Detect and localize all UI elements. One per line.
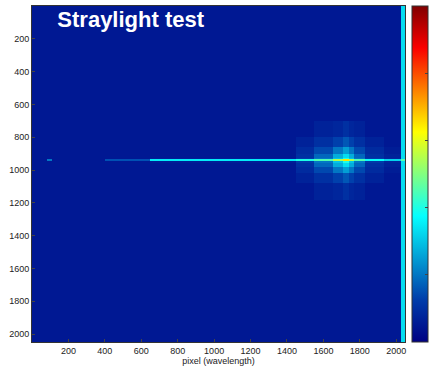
svg-text:1000: 1000 xyxy=(9,165,29,175)
svg-text:1400: 1400 xyxy=(277,346,297,356)
svg-text:1600: 1600 xyxy=(9,264,29,274)
svg-text:1000: 1000 xyxy=(204,346,224,356)
svg-text:200: 200 xyxy=(14,34,29,44)
svg-text:Straylight test: Straylight test xyxy=(57,7,204,32)
svg-text:600: 600 xyxy=(134,346,149,356)
svg-text:1200: 1200 xyxy=(241,346,261,356)
svg-text:400: 400 xyxy=(14,67,29,77)
svg-text:200: 200 xyxy=(61,346,76,356)
svg-text:1400: 1400 xyxy=(9,231,29,241)
svg-text:2000: 2000 xyxy=(9,329,29,339)
svg-text:1800: 1800 xyxy=(350,346,370,356)
svg-text:1800: 1800 xyxy=(9,296,29,306)
svg-text:pixel (wavelength): pixel (wavelength) xyxy=(182,356,255,366)
svg-text:1200: 1200 xyxy=(9,198,29,208)
svg-text:800: 800 xyxy=(170,346,185,356)
svg-text:600: 600 xyxy=(14,100,29,110)
svg-text:1600: 1600 xyxy=(313,346,333,356)
svg-text:2000: 2000 xyxy=(386,346,406,356)
svg-text:800: 800 xyxy=(14,132,29,142)
svg-text:400: 400 xyxy=(97,346,112,356)
